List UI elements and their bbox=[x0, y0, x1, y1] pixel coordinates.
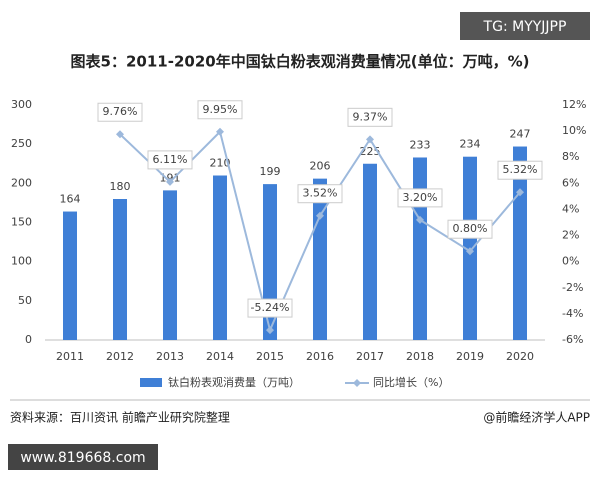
bar bbox=[113, 199, 127, 340]
bar bbox=[313, 178, 327, 340]
bar bbox=[413, 157, 427, 340]
line-value-label: 3.20% bbox=[403, 191, 438, 204]
y2-tick-label: -2% bbox=[562, 281, 583, 294]
credit: @前瞻经济学人APP bbox=[483, 410, 590, 425]
line-label-box bbox=[147, 150, 193, 170]
x-tick-label: 2011 bbox=[56, 350, 84, 363]
y2-tick-label: -6% bbox=[562, 333, 583, 346]
bar bbox=[213, 175, 227, 340]
bar-value-label: 180 bbox=[110, 180, 131, 193]
line-label-box bbox=[247, 298, 293, 318]
legend-swatch bbox=[140, 378, 162, 387]
x-tick-label: 2018 bbox=[406, 350, 434, 363]
watermark: www.819668.com bbox=[20, 450, 145, 466]
x-tick-label: 2012 bbox=[106, 350, 134, 363]
legend-label: 同比增长（%） bbox=[373, 375, 449, 389]
legend-label: 钛白粉表观消费量（万吨） bbox=[168, 375, 300, 389]
bar-value-label: 234 bbox=[460, 138, 481, 151]
legend-swatch bbox=[353, 379, 361, 387]
bar-value-label: 233 bbox=[410, 138, 431, 151]
bar bbox=[163, 190, 177, 340]
line-marker bbox=[516, 188, 524, 197]
line-label-box bbox=[347, 107, 393, 127]
line-value-label: -5.24% bbox=[251, 301, 290, 314]
watermark-box bbox=[8, 444, 158, 470]
bar bbox=[363, 163, 377, 340]
x-tick-label: 2016 bbox=[306, 350, 334, 363]
y-tick-label: 0 bbox=[25, 333, 32, 346]
y2-tick-label: -4% bbox=[562, 307, 583, 320]
bar-value-label: 191 bbox=[160, 171, 181, 184]
watermark: TG: MYYJJPP bbox=[483, 19, 567, 35]
line-label-box bbox=[97, 102, 143, 122]
line-label-box bbox=[197, 100, 243, 120]
line-marker bbox=[166, 177, 174, 186]
y-tick-label: 250 bbox=[11, 137, 32, 150]
line-label-box bbox=[397, 188, 443, 208]
x-tick-label: 2020 bbox=[506, 350, 534, 363]
x-tick-label: 2019 bbox=[456, 350, 484, 363]
line-marker bbox=[366, 135, 374, 144]
line-marker bbox=[266, 326, 274, 335]
line-marker bbox=[216, 127, 224, 136]
y-tick-label: 50 bbox=[18, 294, 32, 307]
bar-value-label: 210 bbox=[210, 157, 231, 170]
x-tick-label: 2017 bbox=[356, 350, 384, 363]
line-value-label: 0.80% bbox=[453, 222, 488, 235]
bar bbox=[63, 211, 77, 340]
y2-tick-label: 12% bbox=[562, 98, 586, 111]
line-value-label: 5.32% bbox=[503, 163, 538, 176]
y-tick-label: 100 bbox=[11, 255, 32, 268]
line-label-box bbox=[497, 160, 543, 180]
watermark-box bbox=[460, 12, 590, 40]
y-tick-label: 200 bbox=[11, 176, 32, 189]
line-value-label: 3.52% bbox=[303, 187, 338, 200]
y2-tick-label: 4% bbox=[562, 202, 579, 215]
line-value-label: 6.11% bbox=[153, 153, 188, 166]
chart-title: 图表5：2011-2020年中国钛白粉表观消费量情况(单位：万吨，%) bbox=[71, 53, 530, 71]
line-value-label: 9.37% bbox=[353, 110, 388, 123]
x-tick-label: 2014 bbox=[206, 350, 234, 363]
y2-tick-label: 0% bbox=[562, 255, 579, 268]
line-marker bbox=[416, 215, 424, 224]
source: 资料来源：百川资讯 前瞻产业研究院整理 bbox=[10, 410, 230, 425]
bar-value-label: 247 bbox=[510, 128, 531, 141]
y2-tick-label: 6% bbox=[562, 176, 579, 189]
bar-value-label: 206 bbox=[310, 160, 331, 173]
line-label-box bbox=[447, 219, 493, 239]
line-marker bbox=[116, 130, 124, 139]
bar-value-label: 164 bbox=[60, 193, 81, 206]
y-tick-label: 150 bbox=[11, 216, 32, 229]
line-label-box bbox=[297, 184, 343, 204]
x-tick-label: 2013 bbox=[156, 350, 184, 363]
x-tick-label: 2015 bbox=[256, 350, 284, 363]
line-value-label: 9.76% bbox=[103, 105, 138, 118]
y2-tick-label: 10% bbox=[562, 124, 586, 137]
line-marker bbox=[316, 211, 324, 220]
line-value-label: 9.95% bbox=[203, 103, 238, 116]
y2-tick-label: 8% bbox=[562, 150, 579, 163]
line-marker bbox=[466, 247, 474, 256]
y2-tick-label: 2% bbox=[562, 229, 579, 242]
y-tick-label: 300 bbox=[11, 98, 32, 111]
bar-value-label: 199 bbox=[260, 165, 281, 178]
